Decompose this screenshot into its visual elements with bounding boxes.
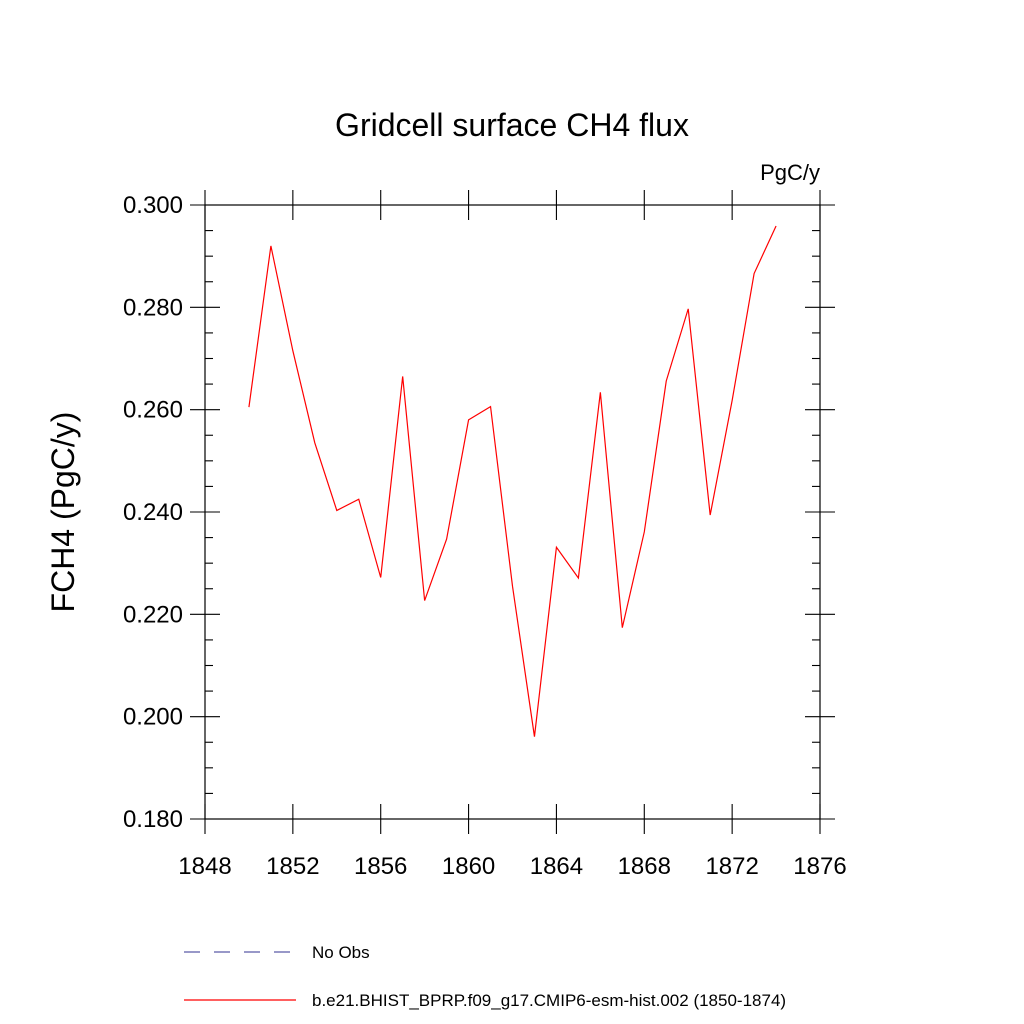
x-tick-label: 1856 [354,853,407,880]
x-tick-label: 1860 [442,853,495,880]
y-tick-label: 0.200 [123,704,183,731]
y-tick-label: 0.220 [123,601,183,628]
y-tick-label: 0.260 [123,397,183,424]
series-line [248,225,777,737]
units-label: PgC/y [760,160,820,185]
legend-label: b.e21.BHIST_BPRP.f09_g17.CMIP6-esm-hist.… [312,991,786,1010]
x-tick-label: 1872 [705,853,758,880]
series-lines [248,225,777,737]
chart-title: Gridcell surface CH4 flux [335,107,689,143]
legend-label: No Obs [312,943,370,962]
y-axis-label: FCH4 (PgC/y) [45,412,81,613]
y-tick-label: 0.240 [123,499,183,526]
x-tick-label: 1864 [530,853,583,880]
y-tick-label: 0.180 [123,806,183,833]
x-tick-label: 1852 [266,853,319,880]
axis-ticks [190,190,835,834]
legend: No Obs b.e21.BHIST_BPRP.f09_g17.CMIP6-esm… [184,943,786,1010]
x-tick-label: 1848 [178,853,231,880]
plot-frame [204,204,821,820]
y-tick-label: 0.300 [123,192,183,219]
tick-labels: 0.180 0.200 0.220 0.240 0.260 0.280 0.300 1848 1… [123,192,847,880]
x-tick-label: 1868 [618,853,671,880]
x-tick-label: 1876 [793,853,846,880]
y-tick-label: 0.280 [123,294,183,321]
